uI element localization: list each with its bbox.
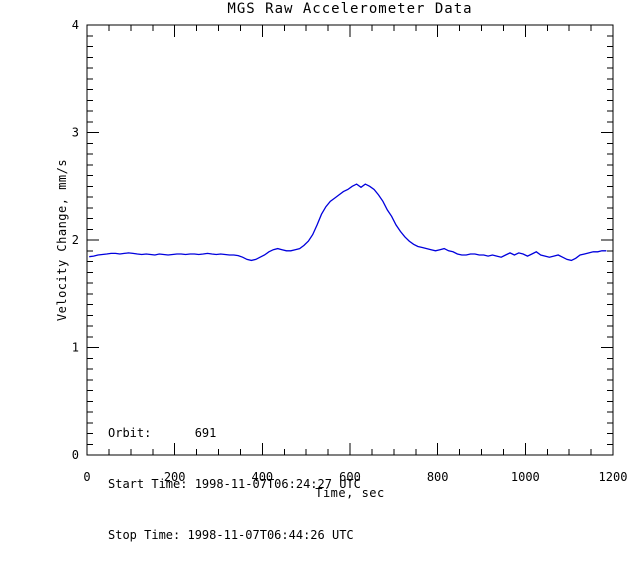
x-tick-label: 400 xyxy=(251,470,273,484)
chart-title: MGS Raw Accelerometer Data xyxy=(227,1,473,17)
x-tick-label: 1000 xyxy=(511,470,540,484)
y-tick-label: 3 xyxy=(72,126,79,140)
chart-canvas: MGS Raw Accelerometer Data 0 200 400 600 800… xyxy=(55,1,628,542)
plot-area: 0 200 400 600 800 1000 1200 0 1 2 3 4 xyxy=(72,18,628,484)
annotation-orbit: Orbit: 691 xyxy=(108,426,217,440)
x-tick-label: 0 xyxy=(83,470,90,484)
annotation-start-time: Start Time: 1998-11-07T06:24:27 UTC xyxy=(108,477,361,491)
y-tick-label: 2 xyxy=(72,233,79,247)
x-tick-label: 600 xyxy=(339,470,361,484)
y-tick-label: 1 xyxy=(72,341,79,355)
y-tick-label: 0 xyxy=(72,448,79,462)
y-tick-label: 4 xyxy=(72,18,79,32)
annotation-stop-time: Stop Time: 1998-11-07T06:44:26 UTC xyxy=(108,528,354,542)
data-line-velocity_change_mm_s xyxy=(89,183,607,262)
x-tick-label: 1200 xyxy=(599,470,628,484)
x-tick-label: 200 xyxy=(164,470,186,484)
x-axis-label: Time, sec xyxy=(315,486,385,500)
y-axis-label: Velocity Change, mm/s xyxy=(55,158,69,322)
annotation-block: Orbit: 691 Start Time: 1998-11-07T06:24:… xyxy=(108,391,361,578)
x-tick-label: 800 xyxy=(427,470,449,484)
